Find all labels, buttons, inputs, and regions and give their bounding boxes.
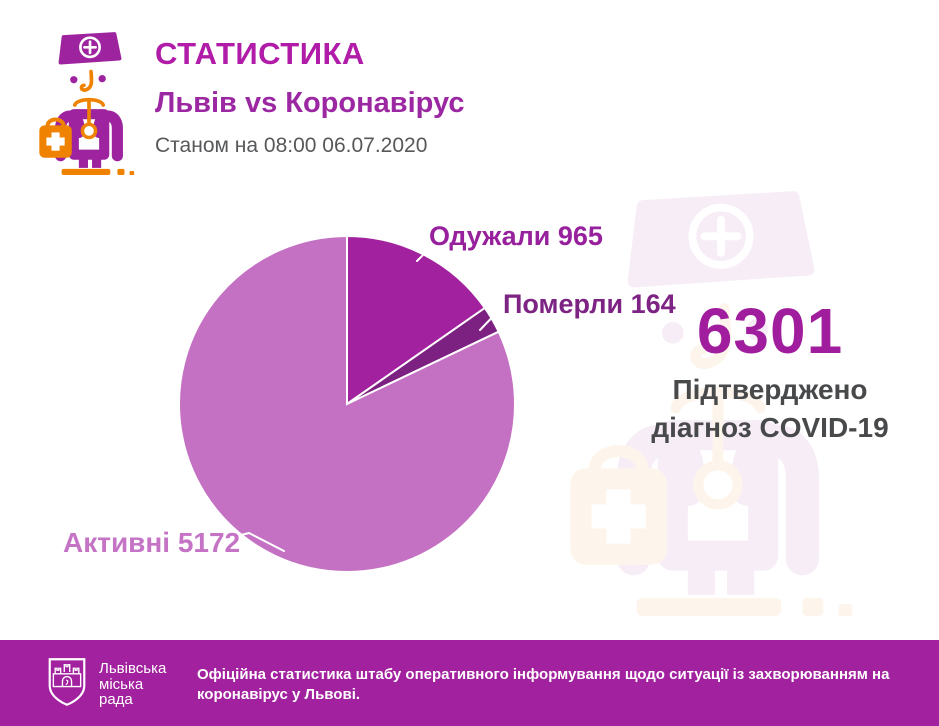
total-caption-line1: Підтверджено	[672, 374, 868, 405]
as-of-date: Станом на 08:00 06.07.2020	[155, 134, 428, 157]
pie-slice-Одужали	[346, 234, 487, 406]
doctor-icon	[33, 27, 145, 175]
footer-org-line: міська	[99, 675, 144, 693]
pie-label-recovered: Одужали 965	[429, 221, 603, 251]
pie-label-died: Померли 164	[503, 289, 676, 319]
footer-note: Офіційна статистика штабу оперативного і…	[197, 665, 889, 705]
leader-line-died	[479, 305, 504, 331]
page-title: СТАТИСТИКА	[155, 36, 365, 71]
footer-bar: Львівська міська рада Офіційна статистик…	[0, 640, 939, 726]
pie-slice-Померли	[346, 306, 500, 405]
lviv-coat-of-arms-icon	[48, 658, 86, 706]
footer-org-line: Львівська	[99, 660, 167, 677]
footer-org-line: рада	[99, 691, 133, 708]
footer-note-line: Офіційна статистика штабу оперативного і…	[197, 666, 890, 683]
pie-label-active: Активні 5172	[63, 527, 241, 558]
total-caption-line2: діагноз COVID-19	[651, 412, 889, 443]
footer-note-line: коронавірус у Львові.	[197, 686, 361, 703]
total-summary: 6301 Підтверджено діагноз COVID-19	[619, 295, 921, 447]
total-confirmed-number: 6301	[696, 295, 844, 367]
pie-slice-Активні	[178, 234, 517, 573]
page-subtitle: Львів vs Коронавірус	[155, 87, 465, 119]
footer-org-name: Львівська міська рада	[99, 661, 166, 708]
